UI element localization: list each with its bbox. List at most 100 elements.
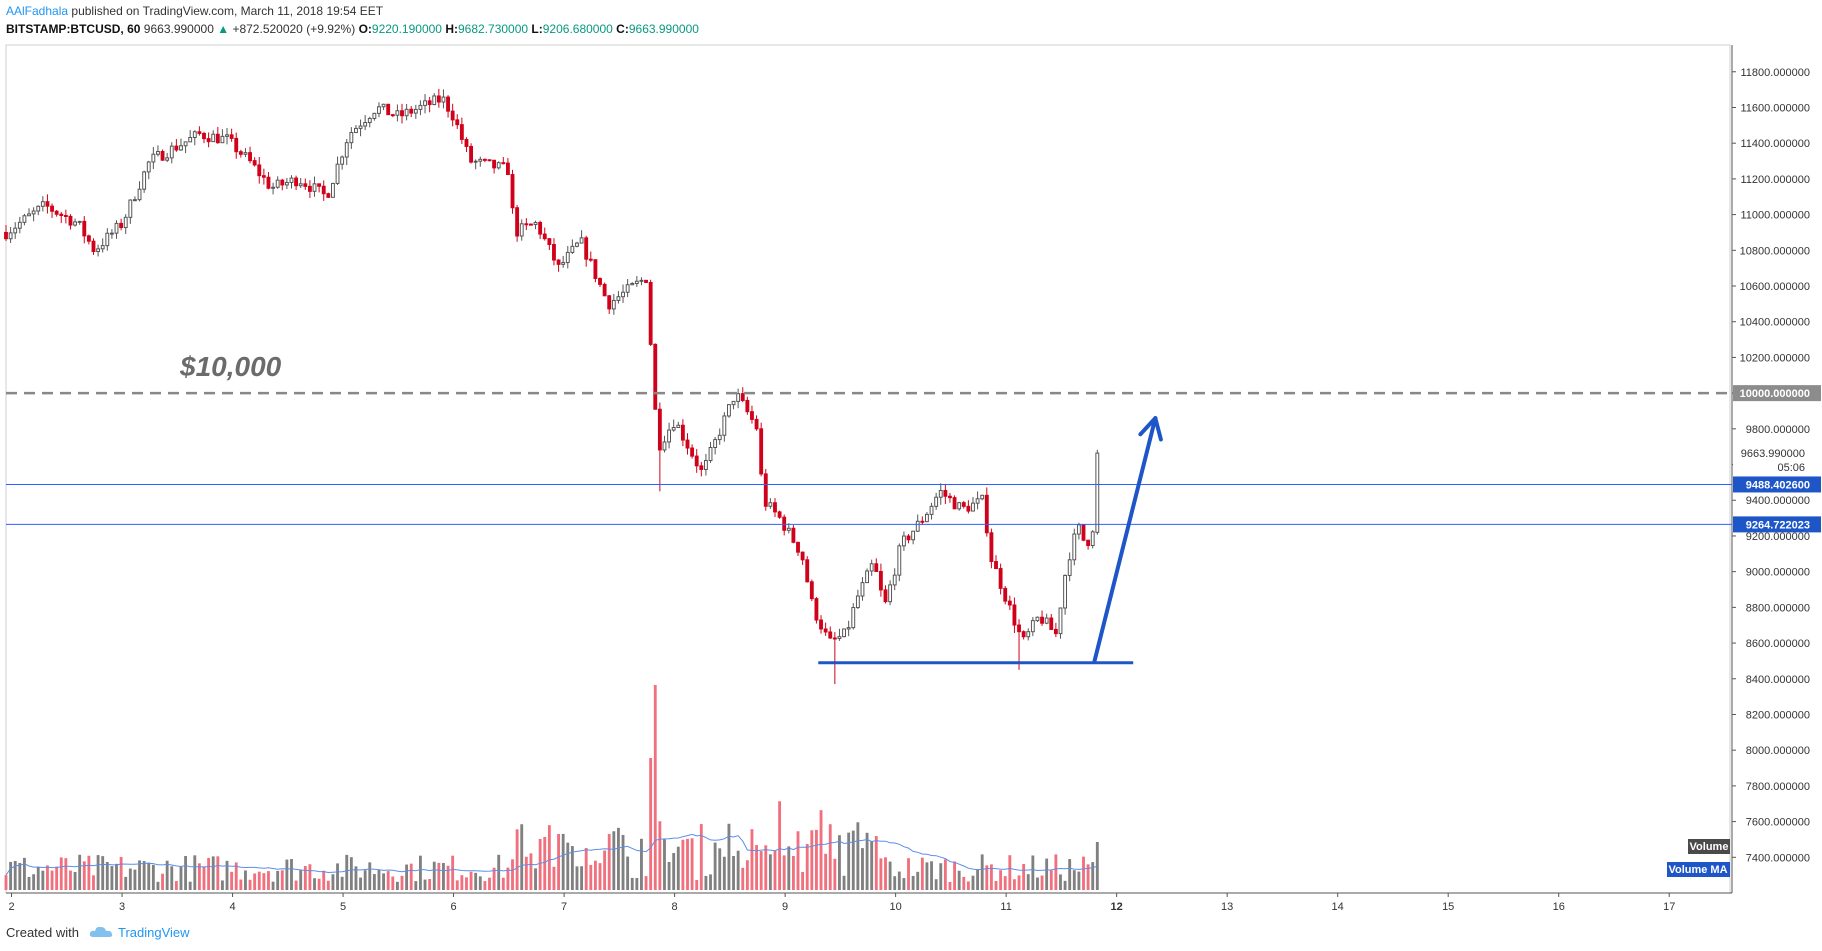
last-price: 9663.990000 (143, 22, 214, 36)
volume-bar (741, 867, 745, 890)
volume-bar (188, 881, 192, 890)
volume-bar (276, 870, 280, 890)
candle-down (680, 424, 685, 441)
candle-down (469, 145, 474, 163)
candle-down (750, 411, 754, 420)
price-tick-label: 10400.000000 (1740, 317, 1810, 329)
candle-up (888, 584, 893, 603)
volume-bar (308, 864, 312, 890)
volume-bar (474, 872, 478, 890)
volume-bar (262, 873, 266, 890)
candle-up (22, 215, 27, 223)
volume-legend-badge-bg (1688, 839, 1730, 854)
candle-up (1058, 607, 1063, 635)
volume-bar (934, 879, 938, 890)
candle-down (584, 237, 589, 260)
volume-bar (1017, 875, 1021, 890)
volume-bar (4, 875, 8, 890)
candle-up (938, 490, 943, 498)
candle-up (123, 216, 128, 229)
candle-down (427, 100, 432, 106)
candle-down (510, 174, 515, 209)
author-link[interactable]: AAlFadhala (6, 4, 69, 18)
volume-bar (368, 862, 372, 890)
volume-bar (257, 871, 261, 890)
candle-up (621, 291, 625, 298)
candle-down (303, 183, 308, 187)
candle-down (59, 213, 64, 216)
candle-up (354, 127, 358, 134)
candle-down (800, 551, 805, 561)
volume-bar (285, 859, 289, 890)
volume-bar (428, 878, 432, 890)
volume-bar (980, 854, 984, 890)
candle-up (179, 145, 183, 151)
candle-down (906, 535, 911, 541)
candle-up (533, 221, 538, 226)
candle-up (717, 434, 722, 441)
symbol-name[interactable]: BITSTAMP:BTCUSD, 60 (6, 22, 141, 36)
volume-bar (13, 860, 17, 890)
candle-up (137, 188, 142, 201)
candle-up (349, 132, 354, 144)
volume-bar (810, 830, 814, 890)
volume-bar (133, 869, 137, 890)
candle-up (423, 100, 427, 106)
tradingview-link[interactable]: TradingView (118, 925, 190, 940)
candle-up (786, 527, 791, 531)
candle-down (602, 283, 607, 297)
candle-down (763, 473, 768, 507)
volume-bar (782, 855, 786, 890)
candle-down (542, 233, 547, 240)
candle-down (819, 619, 823, 630)
volume-bar (561, 833, 565, 890)
volume-bar (41, 870, 45, 890)
candle-up (432, 95, 437, 106)
volume-bar (59, 857, 63, 890)
volume-bar (603, 850, 607, 890)
overlay-labels: $10,000 10000.000000 9488.402600 9264.72202… (179, 351, 1821, 877)
volume-bar (709, 874, 712, 890)
candle-up (639, 279, 644, 282)
candle-up (579, 237, 584, 244)
candle-up (146, 161, 151, 173)
candle-down (202, 132, 206, 140)
volume-bar (838, 835, 841, 890)
price-axis[interactable]: 7400.000000 7600.000000 7800.000000 8000.00… (1732, 67, 1810, 865)
candle-down (883, 589, 888, 603)
volume-bar (732, 855, 735, 890)
candle-up (915, 520, 920, 532)
candle-down (459, 124, 464, 140)
candle-down (1053, 628, 1058, 635)
volume-bar (1077, 871, 1081, 890)
volume-bar (819, 810, 823, 890)
volume-bar (423, 879, 427, 890)
candle-down (1017, 624, 1021, 633)
volume-bar (442, 862, 445, 890)
candle-up (911, 530, 916, 541)
low-value: 9206.680000 (542, 22, 613, 36)
volume-bar (161, 873, 164, 890)
candle-down (966, 505, 971, 512)
candle-up (611, 299, 616, 310)
price-tick-label: 10800.000000 (1740, 245, 1810, 257)
candle-down (694, 455, 699, 467)
candle-down (1049, 617, 1054, 630)
current-price-tag: 9663.990000 (1741, 448, 1805, 460)
volume-bar (745, 860, 749, 890)
price-tick-label: 8000.000000 (1746, 745, 1810, 757)
candle-down (86, 235, 91, 242)
candle-down (206, 138, 211, 143)
candle-up (40, 201, 45, 207)
volume-bar (216, 856, 220, 890)
candle-up (671, 426, 676, 431)
volume-bar (207, 857, 211, 890)
candle-up (169, 145, 174, 159)
candle-up (289, 177, 294, 183)
time-axis[interactable]: 2 3 4 5 6 7 8 9 10 11 12 13 14 15 16 17 (8, 893, 1675, 913)
open-label: O: (358, 22, 372, 36)
volume-bar (814, 829, 818, 890)
candle-up (1044, 617, 1049, 624)
volume-bar (400, 875, 404, 890)
